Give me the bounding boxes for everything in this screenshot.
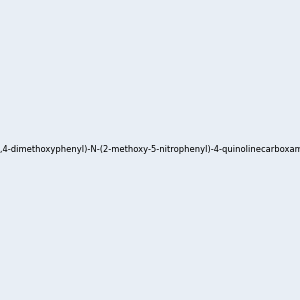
Text: 2-(3,4-dimethoxyphenyl)-N-(2-methoxy-5-nitrophenyl)-4-quinolinecarboxamide: 2-(3,4-dimethoxyphenyl)-N-(2-methoxy-5-n… (0, 146, 300, 154)
